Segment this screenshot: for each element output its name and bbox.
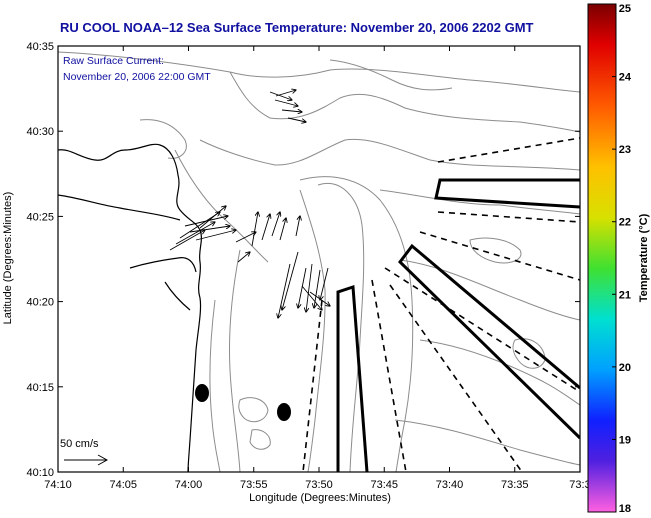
x-tick-label: 73:50 [305, 479, 333, 491]
y-tick-label: 40:15 [26, 382, 54, 394]
radar-beam-outlines [336, 178, 580, 472]
colorbar-tick-label: 22 [619, 217, 631, 229]
colorbar-tick-label: 24 [619, 72, 632, 84]
colorbar-tick-label: 20 [619, 362, 631, 374]
colorbar-tick-label: 19 [619, 434, 631, 446]
current-legend-line2: November 20, 2006 22:00 GMT [63, 71, 211, 83]
x-tick-label: 74:00 [175, 479, 203, 491]
current-legend-line1: Raw Surface Current: [63, 55, 164, 67]
x-tick-label: 73:55 [240, 479, 268, 491]
y-tick-label: 40:35 [26, 41, 54, 53]
x-axis-ticks: 74:10 74:05 74:00 73:55 73:50 73:45 73:40 73:35… [44, 46, 591, 491]
x-tick-label: 73:35 [501, 479, 529, 491]
x-tick-label: 73:3 [569, 479, 590, 491]
colorbar-tick-label: 18 [619, 503, 631, 515]
colorbar-tick-label: 25 [619, 3, 631, 15]
x-tick-label: 73:45 [370, 479, 398, 491]
bathymetry-contours [58, 51, 580, 472]
colorbar-ticks: 25 24 23 22 21 20 19 18 [612, 3, 632, 515]
surface-current-vectors [169, 90, 330, 318]
radar-range-rays [302, 137, 580, 472]
station-marker [277, 403, 291, 421]
x-tick-label: 73:40 [436, 479, 464, 491]
y-axis-ticks: 40:35 40:30 40:25 40:20 40:15 40:10 [26, 41, 580, 479]
y-tick-label: 40:10 [26, 467, 54, 479]
y-tick-label: 40:25 [26, 211, 54, 223]
colorbar-label: Temperature (°C) [638, 213, 650, 302]
y-tick-label: 40:20 [26, 297, 54, 309]
colorbar-tick-label: 21 [619, 289, 631, 301]
x-tick-label: 74:10 [44, 479, 72, 491]
figure-title: RU COOL NOAA–12 Sea Surface Temperature:… [60, 20, 534, 35]
scale-label: 50 cm/s [60, 438, 99, 450]
scale-arrowhead [97, 454, 109, 466]
coastline [58, 143, 203, 472]
y-axis-label: Latitude (Degrees:Minutes) [2, 192, 14, 325]
x-tick-label: 74:05 [109, 479, 137, 491]
y-tick-label: 40:30 [26, 126, 54, 138]
map-plot-area [58, 46, 580, 472]
x-axis-label: Longitude (Degrees:Minutes) [249, 492, 391, 504]
colorbar-tick-label: 23 [619, 144, 631, 156]
temperature-colorbar [587, 3, 617, 513]
station-marker [195, 384, 209, 402]
